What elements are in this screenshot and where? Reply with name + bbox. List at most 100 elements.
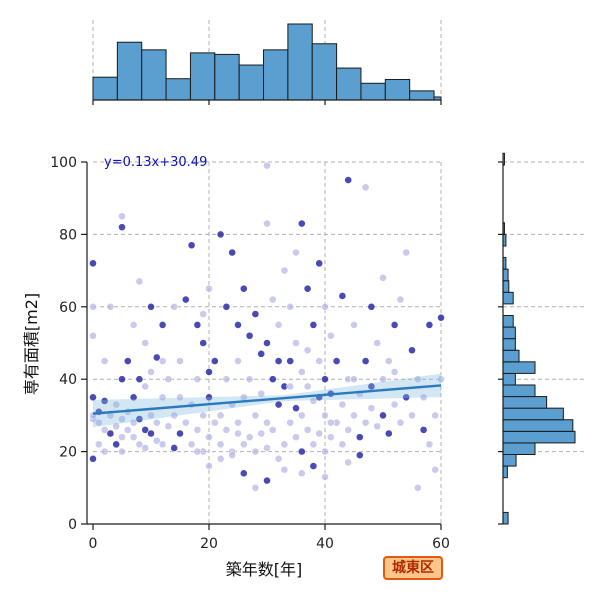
scatter-point [321,473,329,481]
scatter-point [245,433,254,442]
scatter-point [199,339,208,347]
scatter-point [309,320,318,329]
scatter-point [413,483,422,492]
scatter-point [297,368,306,376]
scatter-point [384,357,393,365]
scatter-point [292,433,300,442]
scatter-point [257,389,266,398]
y-tick-label: 40 [59,372,77,388]
scatter-point [187,440,196,449]
scatter-point [437,375,445,384]
scatter-point [147,411,155,420]
right-histogram-bar [502,338,516,351]
scatter-point [303,346,312,355]
right-histogram-bar [502,361,536,374]
top-histogram-bar [409,90,435,101]
scatter-point [402,248,411,257]
scatter-point [216,230,225,239]
scatter-point [210,357,219,365]
scatter-point [245,331,254,340]
scatter-point [402,393,411,402]
scatter-point [280,440,289,449]
scatter-point [176,357,184,365]
scatter-point [112,400,121,409]
top-histogram-bar [263,49,289,101]
scatter-point [286,302,295,311]
regression-layer [92,373,442,428]
scatter-point [268,295,277,304]
scatter-point [373,339,382,347]
scatter-point [228,248,237,257]
scatter-point [94,418,103,427]
scatter-point [222,302,231,311]
scatter-point [309,462,318,470]
scatter-point [129,320,138,329]
right-histogram-bar [502,314,514,328]
ward-badge: 城東区 [383,556,443,580]
scatter-point [396,295,405,304]
x-tick-label: 20 [200,536,218,552]
scatter-point [222,375,231,384]
scatter-point [257,349,266,358]
scatter-point [245,375,254,384]
scatter-point [332,357,341,365]
scatter-point [199,310,208,318]
scatter-point [315,357,324,365]
scatter-point [123,357,132,365]
scatter-point [239,284,248,293]
right-histogram-bar [502,384,536,398]
scatter-point [216,411,225,420]
scatter-point [129,418,138,427]
scatter-point [89,454,97,463]
scatter-point [118,433,126,442]
scatter-point [193,447,202,456]
scatter-point [100,425,109,434]
scatter-point [118,415,126,423]
scatter-point [390,400,399,409]
scatter-point [390,320,399,329]
scatter-point [263,161,271,170]
scatter-point [106,302,115,311]
top-histogram-bar [360,82,386,101]
right-histogram-bar [502,268,509,282]
top-histogram-bar [238,64,265,101]
scatter-point [89,393,97,402]
scatter-point [321,447,329,456]
scatter-point [263,444,271,452]
scatter-point [100,357,109,365]
right-histogram-bar [502,511,509,525]
scatter-point [338,440,347,449]
scatter-point [263,219,271,228]
scatter-point [118,223,126,232]
scatter-point [100,447,109,456]
scatter-point [309,397,318,405]
scatter-point [164,375,173,384]
scatter-point [384,429,393,438]
scatter-point [152,353,161,362]
right-histogram-bar [502,407,564,421]
x-tick-label: 40 [316,536,334,552]
scatter-point [89,302,97,311]
tick-labels: 0 20 40 60 0 20 40 60 80 100 [50,155,450,552]
right-histogram-bar [502,419,574,432]
scatter-point [210,418,219,427]
y-axis-title: 専有面積[m2] [22,293,41,395]
scatter-point [158,393,167,402]
scatter-point [431,465,440,474]
scatter-point [147,368,155,376]
x-axis-title: 築年数[年] [226,560,303,579]
scatter-point [216,454,225,463]
scatter-point [321,375,329,384]
top-histogram [92,23,442,101]
scatter-point [379,411,387,420]
scatter-point [408,346,416,355]
scatter-point [176,393,184,402]
top-histogram-bar [287,23,313,101]
scatter-point [326,418,335,427]
scatter-point [297,469,306,478]
scatter-point [390,368,399,376]
scatter-point [170,444,179,452]
scatter-point [170,302,179,311]
scatter-point [181,295,190,304]
